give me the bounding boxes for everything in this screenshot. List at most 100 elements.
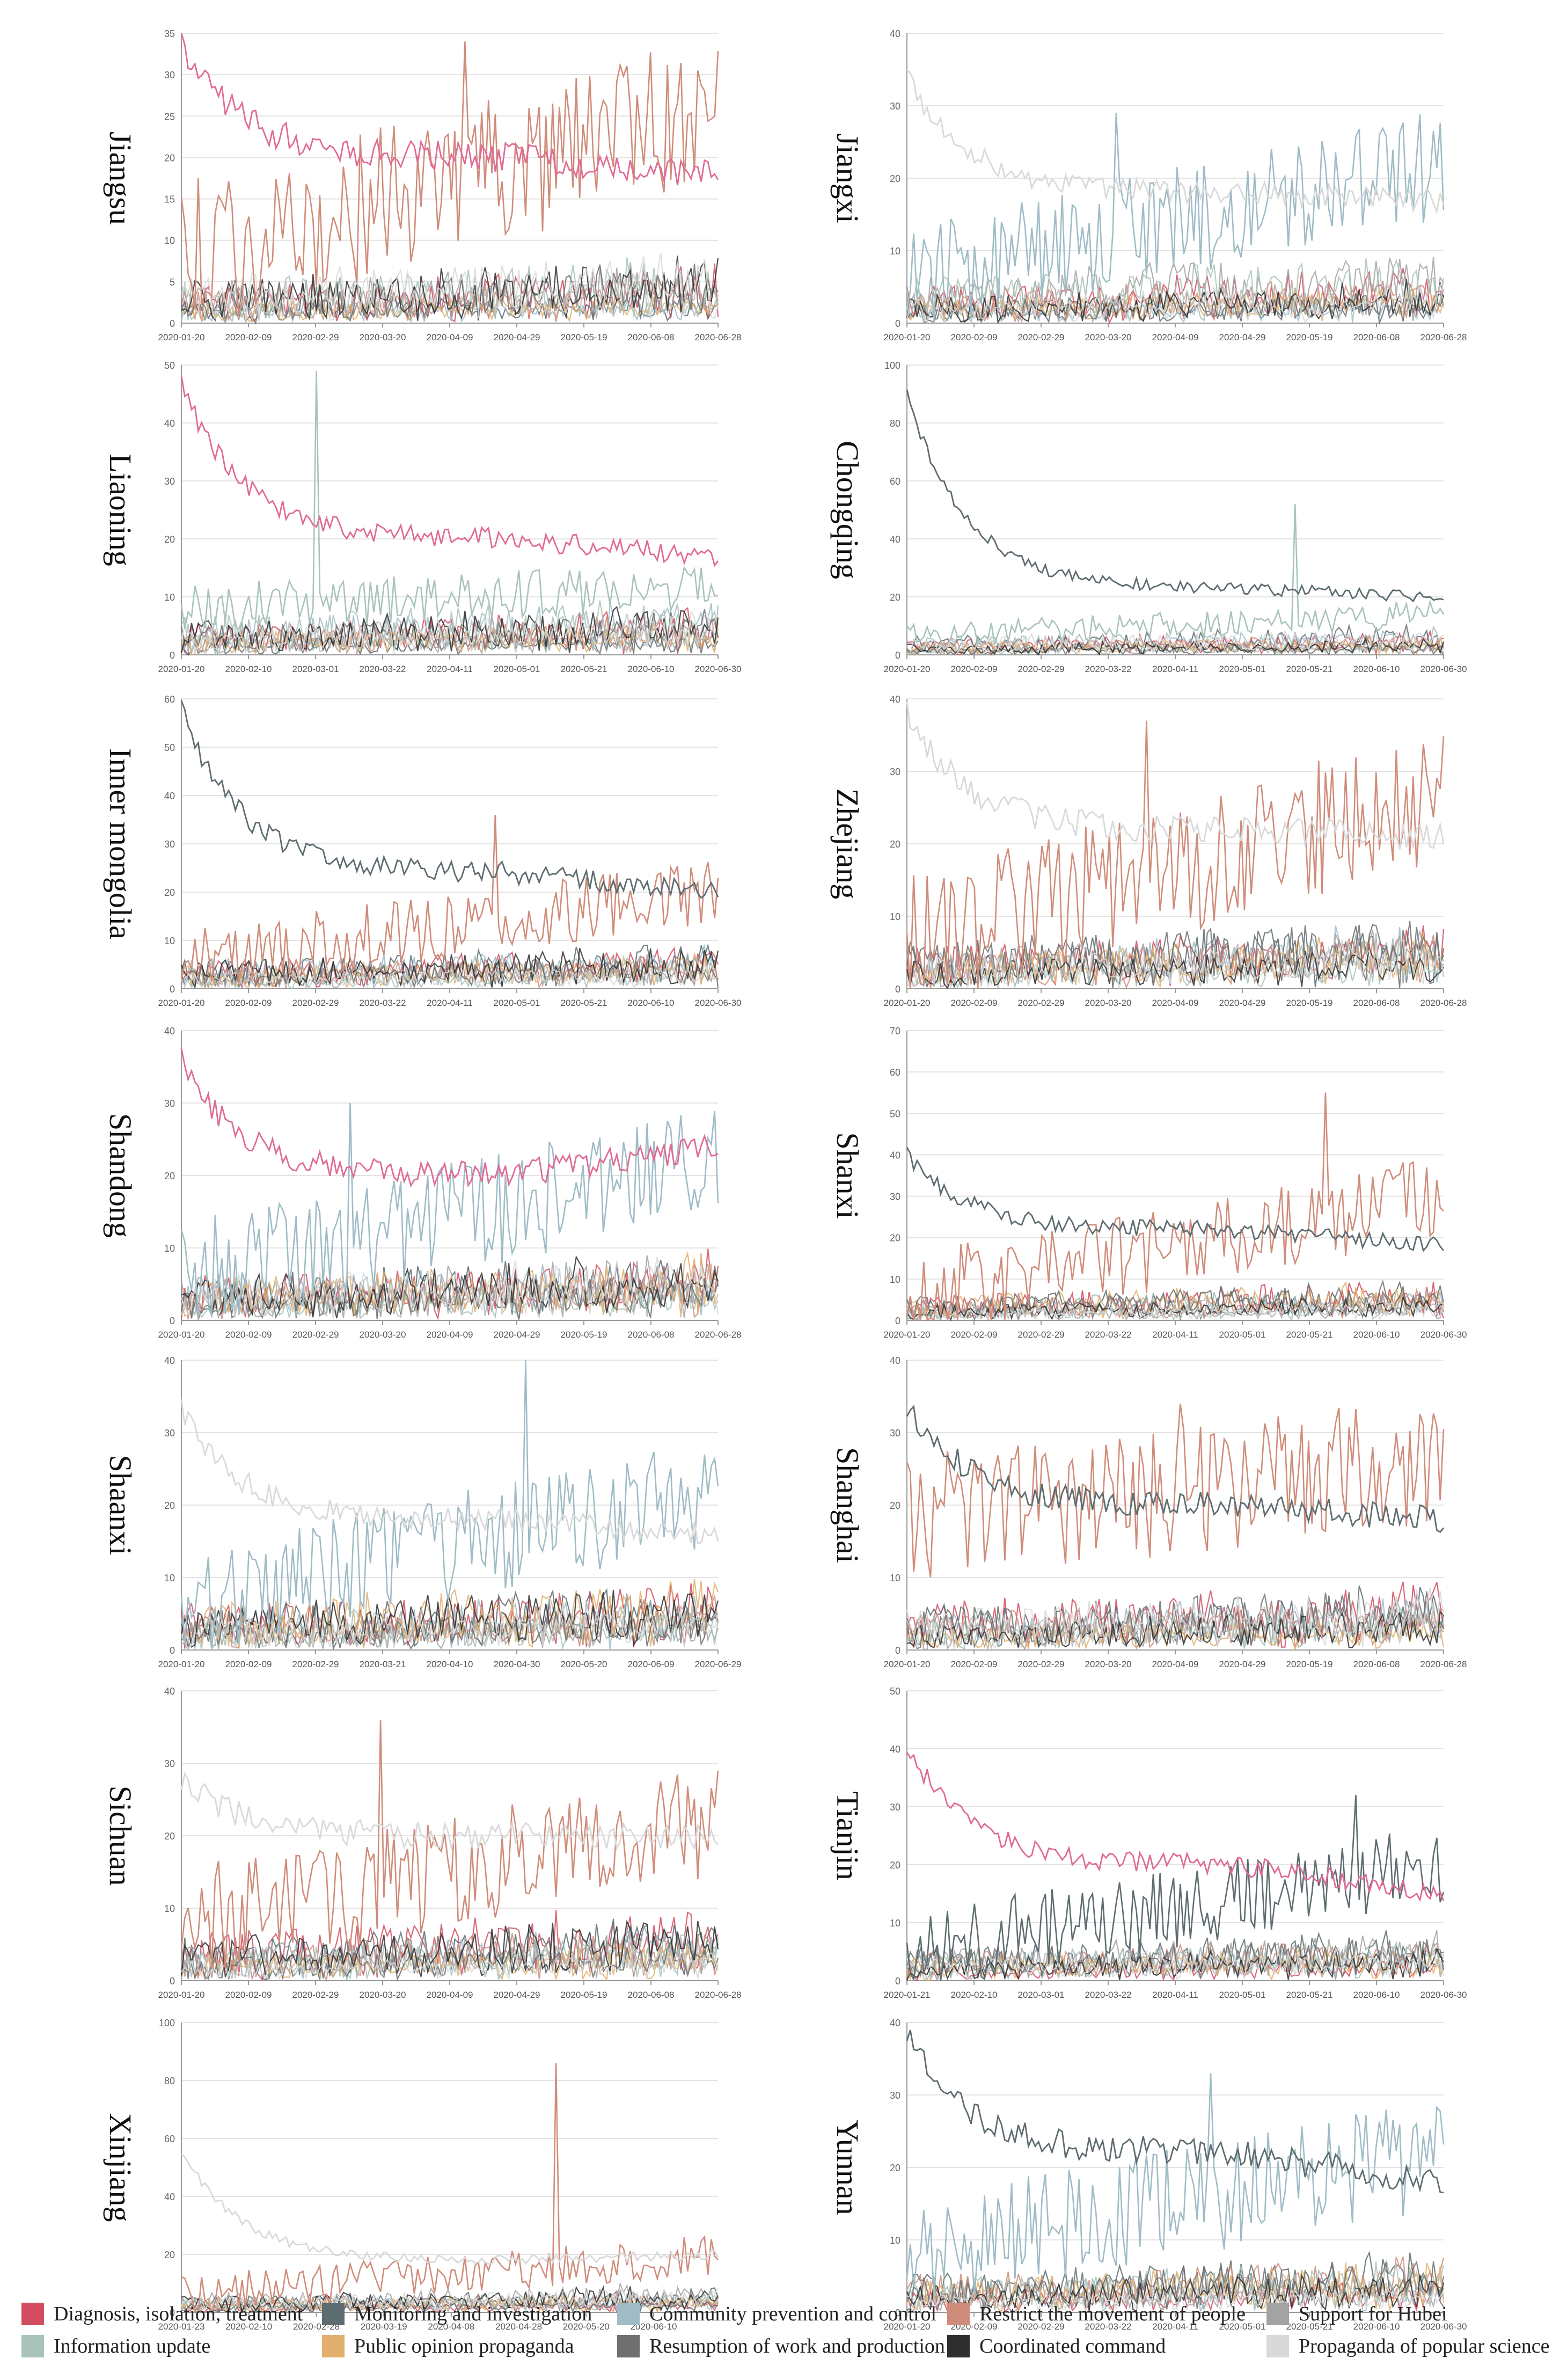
legend-item-restrict: Restrict the movement of people xyxy=(947,2301,1246,2327)
x-tick-label: 2020-05-19 xyxy=(561,332,607,342)
x-tick-label: 2020-04-09 xyxy=(1152,332,1199,342)
y-tick-label: 20 xyxy=(164,887,175,898)
y-tick-label: 30 xyxy=(164,476,175,487)
y-tick-label: 30 xyxy=(164,70,175,81)
series-dominant-pink_line xyxy=(906,1751,1445,1902)
x-tick-label: 2020-03-22 xyxy=(360,998,406,1008)
x-tick-label: 2020-02-10 xyxy=(951,1990,998,2000)
x-tick-label: 2020-04-09 xyxy=(427,1990,473,2000)
series-secondary-community xyxy=(906,113,1445,324)
series-secondary-restrict xyxy=(906,1403,1445,1578)
series-secondary-restrict xyxy=(906,720,1445,989)
x-tick-label: 2020-03-22 xyxy=(360,664,406,674)
legend-item-resumption: Resumption of work and production xyxy=(617,2333,945,2360)
x-tick-label: 2020-04-11 xyxy=(1152,1990,1198,2000)
y-tick-label: 10 xyxy=(890,246,900,257)
legend-item-community: Community prevention and control xyxy=(617,2301,936,2327)
x-tick-label: 2020-06-28 xyxy=(695,1330,742,1340)
y-tick-label: 0 xyxy=(170,650,175,661)
series-coordinated xyxy=(181,2285,719,2314)
x-tick-label: 2020-05-21 xyxy=(1286,1330,1333,1340)
x-tick-label: 2020-06-30 xyxy=(1420,2321,1467,2332)
series-secondary-community xyxy=(906,2073,1445,2298)
y-tick-label: 25 xyxy=(164,111,175,122)
x-tick-label: 2020-05-19 xyxy=(561,1330,607,1340)
x-tick-label: 2020-05-01 xyxy=(1219,1330,1266,1340)
x-tick-label: 2020-02-29 xyxy=(1018,1330,1065,1340)
province-label: Zhejiang xyxy=(830,789,865,899)
panel-shaanxi: 0 10 20 30 40 2020-01-20 2020-02-09 2020-02-29 2… xyxy=(103,1355,741,1669)
legend-label: Community prevention and control xyxy=(649,2303,937,2325)
panel-shandong: 0 10 20 30 40 2020-01-20 2020-02-09 2020-02-29 2… xyxy=(103,1026,741,1340)
x-tick-label: 2020-06-09 xyxy=(628,1659,675,1669)
y-tick-label: 20 xyxy=(164,2250,175,2260)
x-tick-label: 2020-01-23 xyxy=(158,2321,205,2332)
x-tick-label: 2020-01-20 xyxy=(158,998,205,1008)
province-label: Sichuan xyxy=(103,1786,138,1886)
x-tick-label: 2020-04-29 xyxy=(494,1330,540,1340)
x-tick-label: 2020-02-09 xyxy=(951,664,998,674)
y-tick-label: 20 xyxy=(890,839,900,850)
series-secondary-monitoring xyxy=(906,1795,1445,1982)
x-tick-label: 2020-02-29 xyxy=(1018,2321,1065,2332)
x-tick-label: 2020-06-30 xyxy=(695,664,742,674)
x-tick-label: 2020-05-20 xyxy=(561,1659,607,1669)
series-popular_science xyxy=(181,963,719,989)
x-tick-label: 2020-06-30 xyxy=(1420,1330,1467,1340)
x-tick-label: 2020-02-29 xyxy=(292,332,339,342)
y-tick-label: 5 xyxy=(170,277,175,288)
panel-tianjin: 0 10 20 30 40 50 2020-01-21 2020-02-10 2020-03-0… xyxy=(830,1686,1467,2000)
y-tick-label: 10 xyxy=(164,592,175,603)
x-tick-label: 2020-05-19 xyxy=(1286,998,1333,1008)
x-tick-label: 2020-04-29 xyxy=(494,1990,540,2000)
series-coordinated xyxy=(906,637,1445,656)
y-tick-label: 0 xyxy=(170,1316,175,1326)
x-tick-label: 2020-06-10 xyxy=(628,664,675,674)
y-tick-label: 0 xyxy=(170,984,175,995)
x-tick-label: 2020-04-09 xyxy=(427,1330,473,1340)
y-tick-label: 30 xyxy=(164,1428,175,1439)
x-tick-label: 2020-06-30 xyxy=(1420,1990,1467,2000)
panel-inner-mongolia: 0 10 20 30 40 50 60 2020-01-20 2020-02-09 2020-02… xyxy=(103,694,741,1008)
legend-label: Public opinion propaganda xyxy=(354,2335,574,2357)
legend-item-public_opinion: Public opinion propaganda xyxy=(322,2333,574,2360)
y-tick-label: 20 xyxy=(890,592,900,603)
x-tick-label: 2020-06-29 xyxy=(695,1659,742,1669)
x-tick-label: 2020-05-20 xyxy=(563,2321,610,2332)
x-tick-label: 2020-06-28 xyxy=(1420,332,1467,342)
series-secondary-restrict xyxy=(906,1092,1444,1322)
series-secondary-restrict xyxy=(180,1719,719,1969)
x-tick-label: 2020-05-01 xyxy=(1219,2321,1266,2332)
y-tick-label: 15 xyxy=(164,194,175,205)
x-tick-label: 2020-01-20 xyxy=(884,2321,931,2332)
y-tick-label: 0 xyxy=(170,1976,175,1987)
x-tick-label: 2020-04-10 xyxy=(427,1659,473,1669)
series-secondary-information xyxy=(906,504,1445,649)
x-tick-label: 2020-02-29 xyxy=(1018,664,1065,674)
y-tick-label: 10 xyxy=(164,1573,175,1583)
y-tick-label: 0 xyxy=(170,2308,175,2318)
x-tick-label: 2020-05-21 xyxy=(1286,2321,1333,2332)
x-tick-label: 2020-04-11 xyxy=(427,664,473,674)
y-tick-label: 10 xyxy=(890,1918,900,1929)
series-secondary-community xyxy=(180,1103,719,1321)
series-popular_science xyxy=(906,938,1445,990)
panel-jiangsu: 0 5 10 15 20 25 30 35 2020-01-20 2020-02-09 2020-0… xyxy=(103,28,741,342)
x-tick-label: 2020-06-10 xyxy=(1353,664,1400,674)
series-information xyxy=(180,1286,719,1320)
x-tick-label: 2020-06-10 xyxy=(631,2321,677,2332)
province-label: Shanghai xyxy=(830,1447,865,1563)
x-tick-label: 2020-04-29 xyxy=(1219,1659,1266,1669)
x-tick-label: 2020-03-20 xyxy=(360,332,406,342)
legend-item-information: Information update xyxy=(21,2333,210,2360)
y-tick-label: 0 xyxy=(895,2308,900,2318)
y-tick-label: 40 xyxy=(890,2018,900,2028)
series-popular_science xyxy=(181,2287,719,2311)
x-tick-label: 2020-01-21 xyxy=(884,1990,931,2000)
y-tick-label: 0 xyxy=(170,318,175,329)
province-label: Tianjin xyxy=(830,1791,865,1880)
legend-swatch xyxy=(322,2335,345,2357)
legend-swatch xyxy=(322,2303,345,2325)
x-tick-label: 2020-04-29 xyxy=(1219,998,1266,1008)
